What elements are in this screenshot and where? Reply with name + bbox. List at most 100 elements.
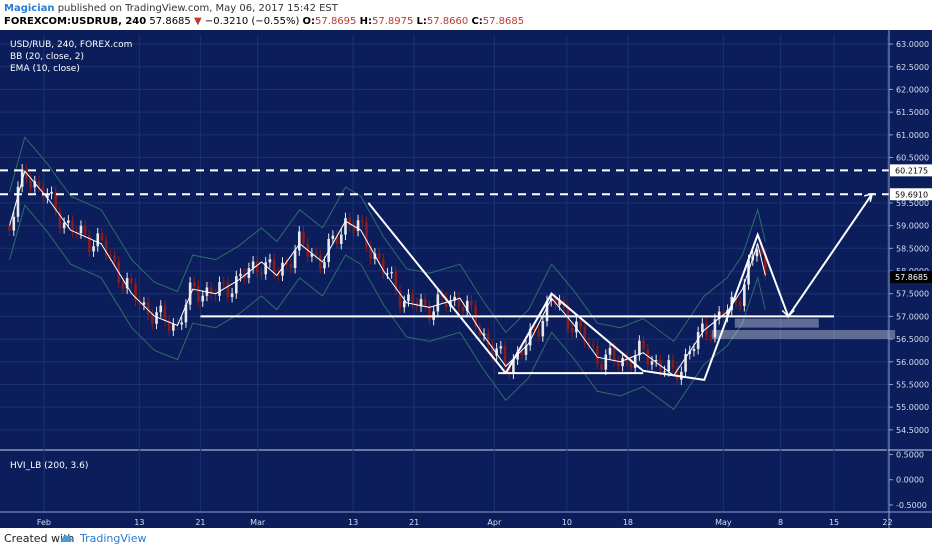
candle-body <box>71 220 74 232</box>
open-value: 57.8695 <box>315 16 357 27</box>
price-label-bg <box>890 270 932 283</box>
last-price: 57.8685 <box>149 16 191 27</box>
candle-body <box>163 305 167 321</box>
candle-body <box>386 273 389 275</box>
y-tick-label: 60.5000 <box>896 154 929 163</box>
candle-body <box>197 286 200 302</box>
candle-body <box>558 300 561 305</box>
x-tick-label: Feb <box>37 518 51 527</box>
x-tick-label: 13 <box>134 518 144 527</box>
x-tick-label: 8 <box>778 518 783 527</box>
price-axis[interactable]: 63.0000 62.5000 62.0000 61.5000 61.0000 60.50… <box>888 30 932 528</box>
candle-body <box>692 348 696 352</box>
candle-body <box>600 363 603 370</box>
candle-body <box>495 348 498 356</box>
price-label: 57.8685 <box>895 273 928 282</box>
candle-body <box>310 253 314 257</box>
drawings <box>0 169 896 382</box>
candle-body <box>512 359 515 374</box>
y-tick-label: 54.5000 <box>896 426 929 435</box>
bb-upper <box>9 136 766 343</box>
chart-frame[interactable]: 63.0000 62.5000 62.0000 61.5000 61.0000 60.50… <box>0 30 932 528</box>
candle-body <box>222 281 226 283</box>
candle-body <box>696 332 700 349</box>
author-link[interactable]: Magician <box>4 3 55 14</box>
candle-body <box>365 222 368 247</box>
y-tick-label: 57.5000 <box>896 290 929 299</box>
x-tick-label: Mar <box>250 518 266 527</box>
published-text: published on TradingView.com, May 06, 20… <box>57 3 338 14</box>
candle-body <box>167 320 171 331</box>
candle-body <box>159 305 163 313</box>
candle-body <box>264 262 267 275</box>
candle-body <box>155 312 158 324</box>
candle-body <box>218 281 221 296</box>
change-arrow: ▼ <box>193 16 202 27</box>
candle-body <box>209 287 213 295</box>
candle-body <box>478 326 482 336</box>
candle-body <box>470 300 473 306</box>
candle-body <box>701 323 704 333</box>
candle-body <box>428 305 431 320</box>
candle-body <box>29 178 32 188</box>
bollinger-bands <box>9 136 766 411</box>
bb-lower <box>9 204 766 411</box>
candle-body <box>583 326 587 343</box>
candle-body <box>407 294 410 302</box>
candle-body <box>146 302 150 315</box>
time-axis[interactable]: Feb 13 21 Mar 13 21 Apr 10 18 May 8 15 22 <box>0 511 932 527</box>
indicator-label: HVI_LB (200, 3.6) <box>10 461 88 471</box>
candle-body <box>260 272 263 275</box>
candle-body <box>394 271 398 291</box>
candle-body <box>297 231 301 251</box>
arrow-head <box>864 192 874 203</box>
candle-body <box>235 276 238 294</box>
y-tick-label: 56.5000 <box>896 335 929 344</box>
candle-body <box>318 255 322 269</box>
ind-tick-label: -0.5000 <box>896 501 927 510</box>
candle-body <box>398 290 402 308</box>
candle-body <box>239 273 242 277</box>
open-label: O: <box>302 16 316 27</box>
candle-body <box>323 261 326 269</box>
candle-body <box>642 340 645 350</box>
candle-body <box>491 344 494 356</box>
candle-body <box>516 351 519 360</box>
candle-body <box>272 259 276 274</box>
candle-body <box>411 294 414 304</box>
y-tick-label: 55.0000 <box>896 403 929 412</box>
candle-body <box>419 299 423 307</box>
x-tick-label: 22 <box>882 518 892 527</box>
legend-ema: EMA (10, close) <box>10 64 80 74</box>
candle-body <box>453 296 456 301</box>
candle-body <box>356 220 360 231</box>
candle-body <box>37 181 41 187</box>
symbol-line: FOREXCOM:USDRUB, 240 57.8685 ▼ −0.3210 (… <box>4 16 524 28</box>
candle-body <box>667 360 671 372</box>
candle-body <box>457 296 461 307</box>
arrow-head <box>781 309 795 318</box>
candle-body <box>67 220 70 223</box>
candle-body <box>684 354 687 372</box>
y-tick-label: 59.5000 <box>896 199 929 208</box>
candles <box>8 164 767 386</box>
candle-body <box>331 235 335 239</box>
candle-body <box>314 253 318 256</box>
candle-body <box>138 300 142 305</box>
candle-body <box>621 358 624 367</box>
candle-body <box>352 225 356 231</box>
candle-body <box>482 333 486 336</box>
tradingview-brand[interactable]: TradingView <box>80 532 147 545</box>
candle-body <box>88 235 91 252</box>
candle-body <box>554 297 557 305</box>
candle-body <box>62 222 66 229</box>
y-tick-label: 56.0000 <box>896 358 929 367</box>
candle-body <box>302 231 305 244</box>
candle-body <box>646 349 650 365</box>
chart-svg[interactable]: 63.0000 62.5000 62.0000 61.5000 61.0000 60.50… <box>0 30 932 528</box>
change-value: −0.3210 (−0.55%) <box>204 16 300 27</box>
footer: Created with TradingView <box>0 528 932 550</box>
candle-body <box>226 282 230 297</box>
legend-bb: BB (20, close, 2) <box>10 52 84 62</box>
close-value: 57.8685 <box>482 16 525 27</box>
